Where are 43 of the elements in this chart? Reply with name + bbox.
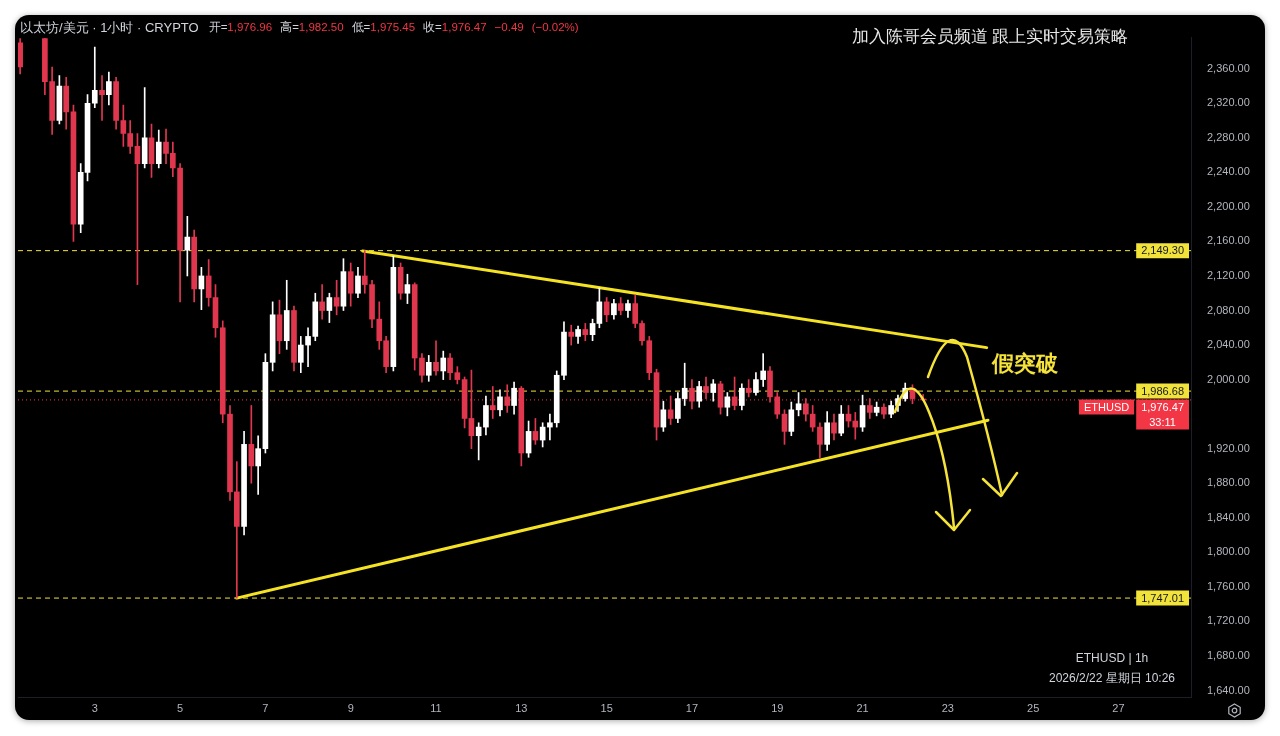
y-tick-label: 2,080.00 bbox=[1207, 303, 1250, 316]
y-tick-label: 2,240.00 bbox=[1207, 165, 1250, 178]
x-tick-label: 17 bbox=[685, 702, 699, 715]
text: 开=1,976.96 高=1,982.50 低=1,975.45 收=1,976.47 −0.49 (−0.02%) bbox=[208, 21, 579, 34]
x-tick-label: 5 bbox=[177, 702, 184, 715]
x-tick-label: 21 bbox=[856, 702, 869, 715]
ref-line-label: 1,986.68 bbox=[1141, 384, 1184, 397]
annotation: ETHUSD bbox=[1083, 400, 1130, 413]
y-tick-label: 1,720.00 bbox=[1207, 614, 1250, 627]
y-tick-label: 1,920.00 bbox=[1207, 441, 1250, 454]
x-tick-label: 13 bbox=[515, 702, 528, 715]
y-tick-label: 2,320.00 bbox=[1207, 96, 1250, 109]
y-tick-label: 1,640.00 bbox=[1207, 683, 1250, 696]
annotation: 加入陈哥会员频道 跟上实时交易策略 bbox=[851, 26, 1129, 46]
y-tick-label: 1,680.00 bbox=[1207, 648, 1250, 661]
ref-line-label: 1,747.01 bbox=[1141, 591, 1184, 604]
x-tick-label: 3 bbox=[91, 702, 98, 715]
y-tick-label: 2,160.00 bbox=[1207, 234, 1250, 247]
annotation: ETHUSD | 1h bbox=[1075, 651, 1149, 666]
y-tick-label: 2,280.00 bbox=[1207, 130, 1250, 143]
x-tick-label: 11 bbox=[430, 702, 442, 715]
x-tick-label: 27 bbox=[1112, 702, 1125, 715]
x-tick-label: 7 bbox=[262, 702, 269, 715]
y-tick-label: 1,880.00 bbox=[1207, 476, 1250, 489]
x-tick-label: 23 bbox=[941, 702, 954, 715]
y-tick-label: 2,120.00 bbox=[1207, 268, 1250, 281]
annotation: 假突破 bbox=[991, 351, 1059, 377]
y-tick-label: 1,760.00 bbox=[1207, 579, 1250, 592]
annotation: 33:11 bbox=[1149, 415, 1176, 428]
chart-title: 以太坊/美元 · 1小时 · CRYPTO bbox=[20, 19, 199, 35]
y-tick-label: 2,040.00 bbox=[1207, 338, 1250, 351]
y-tick-label: 2,360.00 bbox=[1207, 61, 1250, 74]
ref-line-label: 2,149.30 bbox=[1141, 244, 1184, 257]
y-tick-label: 1,840.00 bbox=[1207, 510, 1250, 523]
annotation: 2026/2/22 星期日 10:26 bbox=[1048, 671, 1176, 686]
y-tick-label: 2,200.00 bbox=[1207, 199, 1250, 212]
x-tick-label: 9 bbox=[347, 702, 354, 715]
ref-line-label: 1,976.47 bbox=[1141, 400, 1184, 413]
x-tick-label: 25 bbox=[1027, 702, 1040, 715]
x-tick-label: 15 bbox=[600, 702, 613, 715]
y-tick-label: 2,000.00 bbox=[1207, 372, 1250, 385]
x-tick-label: 19 bbox=[771, 702, 784, 715]
y-tick-label: 1,800.00 bbox=[1207, 545, 1250, 558]
